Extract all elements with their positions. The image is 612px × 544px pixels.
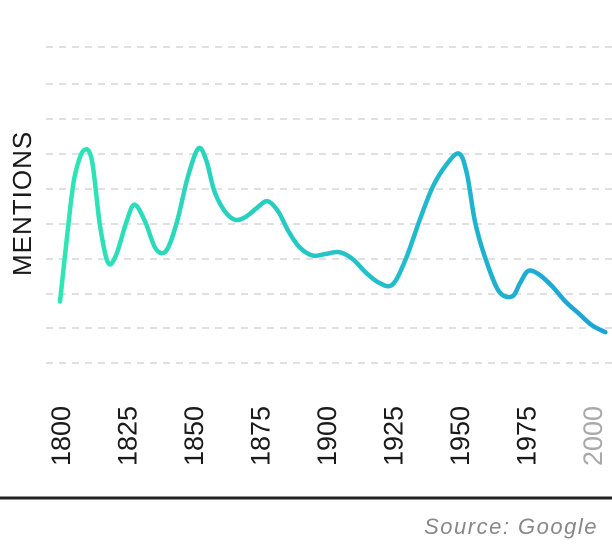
x-tick-label: 1825 (113, 406, 143, 466)
gridlines (46, 46, 612, 364)
y-axis-label: MENTIONS (7, 131, 37, 276)
x-tick-label: 2000 (578, 406, 608, 466)
x-tick-label: 1950 (445, 406, 475, 466)
x-axis-ticks: 1800 1825 1850 1875 1900 1925 1950 1975 2000 (46, 406, 608, 466)
x-tick-label: 1975 (512, 406, 542, 466)
x-tick-label: 1875 (246, 406, 276, 466)
x-tick-label: 1800 (46, 406, 76, 466)
mentions-series-line (57, 145, 608, 335)
x-tick-label: 1900 (312, 406, 342, 466)
source-caption: Source: Google (424, 514, 598, 539)
x-tick-label: 1850 (179, 406, 209, 466)
x-tick-label: 1925 (379, 406, 409, 466)
